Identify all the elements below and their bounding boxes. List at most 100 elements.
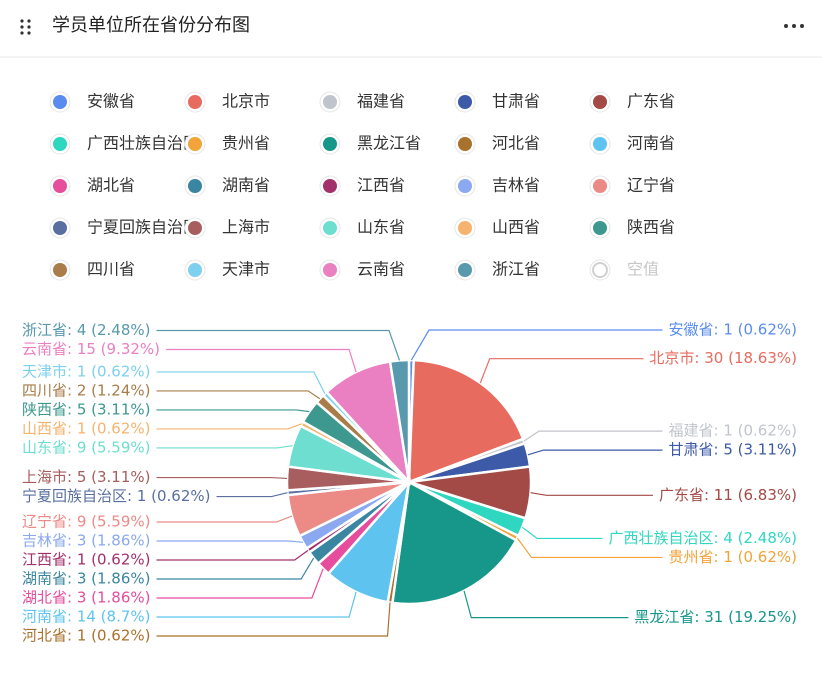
data-label: 黑龙江省: 31 (19.25%)	[634, 608, 797, 626]
legend-label[interactable]: 空值	[627, 260, 659, 279]
leader-line	[156, 390, 321, 400]
legend-label[interactable]: 陕西省	[627, 218, 675, 237]
legend-label[interactable]: 湖南省	[222, 176, 270, 195]
legend-marker	[593, 95, 607, 109]
legend-label[interactable]: 浙江省	[492, 260, 540, 279]
leader-line	[156, 557, 315, 580]
legend-label[interactable]: 天津市	[222, 260, 270, 279]
legend-marker	[458, 263, 472, 277]
leader-line	[156, 329, 401, 361]
data-label: 浙江省: 4 (2.48%)	[22, 321, 151, 339]
legend-marker	[53, 95, 67, 109]
data-label: 宁夏回族自治区: 1 (0.62%)	[22, 487, 211, 505]
legend-marker	[323, 95, 337, 109]
data-label: 湖北省: 3 (1.86%)	[22, 589, 151, 607]
legend-marker	[593, 179, 607, 193]
leader-line	[216, 492, 288, 498]
legend-marker	[188, 179, 202, 193]
leader-line	[156, 549, 309, 561]
data-label: 河北省: 1 (0.62%)	[22, 627, 151, 645]
legend-label[interactable]: 四川省	[87, 260, 135, 279]
legend-label[interactable]: 江西省	[357, 176, 405, 195]
data-label: 湖南省: 3 (1.86%)	[22, 570, 151, 588]
leader-line	[156, 371, 326, 394]
legend-marker	[53, 221, 67, 235]
data-label: 辽宁省: 9 (5.59%)	[22, 513, 151, 531]
legend-marker	[188, 95, 202, 109]
leader-line	[156, 591, 357, 618]
legend-label[interactable]: 广西壮族自治区	[87, 134, 199, 153]
legend-label[interactable]: 北京市	[222, 92, 270, 111]
leader-line	[166, 348, 357, 373]
legend-label[interactable]: 甘肃省	[492, 92, 540, 111]
data-label: 安徽省: 1 (0.62%)	[669, 321, 798, 339]
legend-marker	[458, 179, 472, 193]
leader-line	[410, 329, 663, 361]
leader-line	[156, 409, 310, 413]
legend-marker	[458, 95, 472, 109]
legend-label[interactable]: 辽宁省	[627, 176, 675, 195]
leader-line	[156, 445, 293, 449]
legend-marker	[323, 221, 337, 235]
data-label: 山东省: 9 (5.59%)	[22, 438, 151, 456]
legend-label[interactable]: 上海市	[222, 218, 270, 237]
data-label: 陕西省: 5 (3.11%)	[22, 400, 151, 418]
data-label: 云南省: 15 (9.32%)	[22, 340, 160, 358]
data-label: 吉林省: 3 (1.86%)	[22, 532, 151, 550]
legend-label[interactable]: 安徽省	[87, 92, 135, 111]
legend-marker	[593, 221, 607, 235]
leader-line	[156, 476, 288, 480]
data-label: 江西省: 1 (0.62%)	[22, 551, 151, 569]
leader-line	[530, 492, 653, 496]
leader-line	[527, 449, 663, 456]
leader-line	[156, 515, 293, 523]
legend-label[interactable]: 河北省	[492, 134, 540, 153]
legend-marker	[323, 179, 337, 193]
data-label: 山西省: 1 (0.62%)	[22, 419, 151, 437]
legend-label[interactable]: 黑龙江省	[357, 134, 421, 153]
leader-line	[479, 358, 644, 384]
pie-slice[interactable]	[390, 480, 518, 606]
data-label: 四川省: 2 (1.24%)	[22, 381, 151, 399]
legend-label[interactable]: 吉林省	[492, 176, 540, 195]
legend-label[interactable]: 云南省	[357, 260, 405, 279]
legend-marker	[188, 221, 202, 235]
legend-marker	[592, 262, 608, 278]
data-label: 贵州省: 1 (0.62%)	[669, 548, 798, 566]
legend-label[interactable]: 广东省	[627, 92, 675, 111]
data-label: 天津市: 1 (0.62%)	[22, 362, 151, 380]
leader-line	[156, 540, 304, 543]
leader-line	[463, 590, 629, 619]
legend-marker	[188, 137, 202, 151]
legend-marker	[323, 263, 337, 277]
leader-line	[156, 568, 324, 599]
leader-line	[521, 526, 603, 540]
data-label: 广东省: 11 (6.83%)	[659, 486, 797, 504]
legend-label[interactable]: 河南省	[627, 134, 675, 153]
legend-label[interactable]: 福建省	[357, 92, 405, 111]
leader-line	[516, 537, 663, 559]
drag-handle[interactable]	[20, 19, 31, 35]
data-label: 甘肃省: 5 (3.11%)	[669, 441, 798, 459]
legend-label[interactable]: 湖北省	[87, 176, 135, 195]
legend-marker	[53, 137, 67, 151]
legend-marker	[53, 263, 67, 277]
leader-line	[156, 423, 303, 430]
data-label: 广西壮族自治区: 4 (2.48%)	[609, 529, 798, 547]
data-label: 福建省: 1 (0.62%)	[669, 422, 798, 440]
legend-marker	[188, 263, 202, 277]
data-label: 北京市: 30 (18.63%)	[649, 349, 797, 367]
more-menu[interactable]	[784, 24, 804, 28]
data-label: 上海市: 5 (3.11%)	[22, 468, 151, 486]
legend-marker	[53, 179, 67, 193]
legend-label[interactable]: 山西省	[492, 218, 540, 237]
leader-line	[156, 602, 391, 637]
legend-marker	[458, 221, 472, 235]
leader-line	[523, 430, 663, 442]
legend-marker	[593, 137, 607, 151]
legend-label[interactable]: 宁夏回族自治区	[87, 218, 199, 237]
legend-label[interactable]: 山东省	[357, 218, 405, 237]
legend-label[interactable]: 贵州省	[222, 134, 270, 153]
legend-marker	[458, 137, 472, 151]
